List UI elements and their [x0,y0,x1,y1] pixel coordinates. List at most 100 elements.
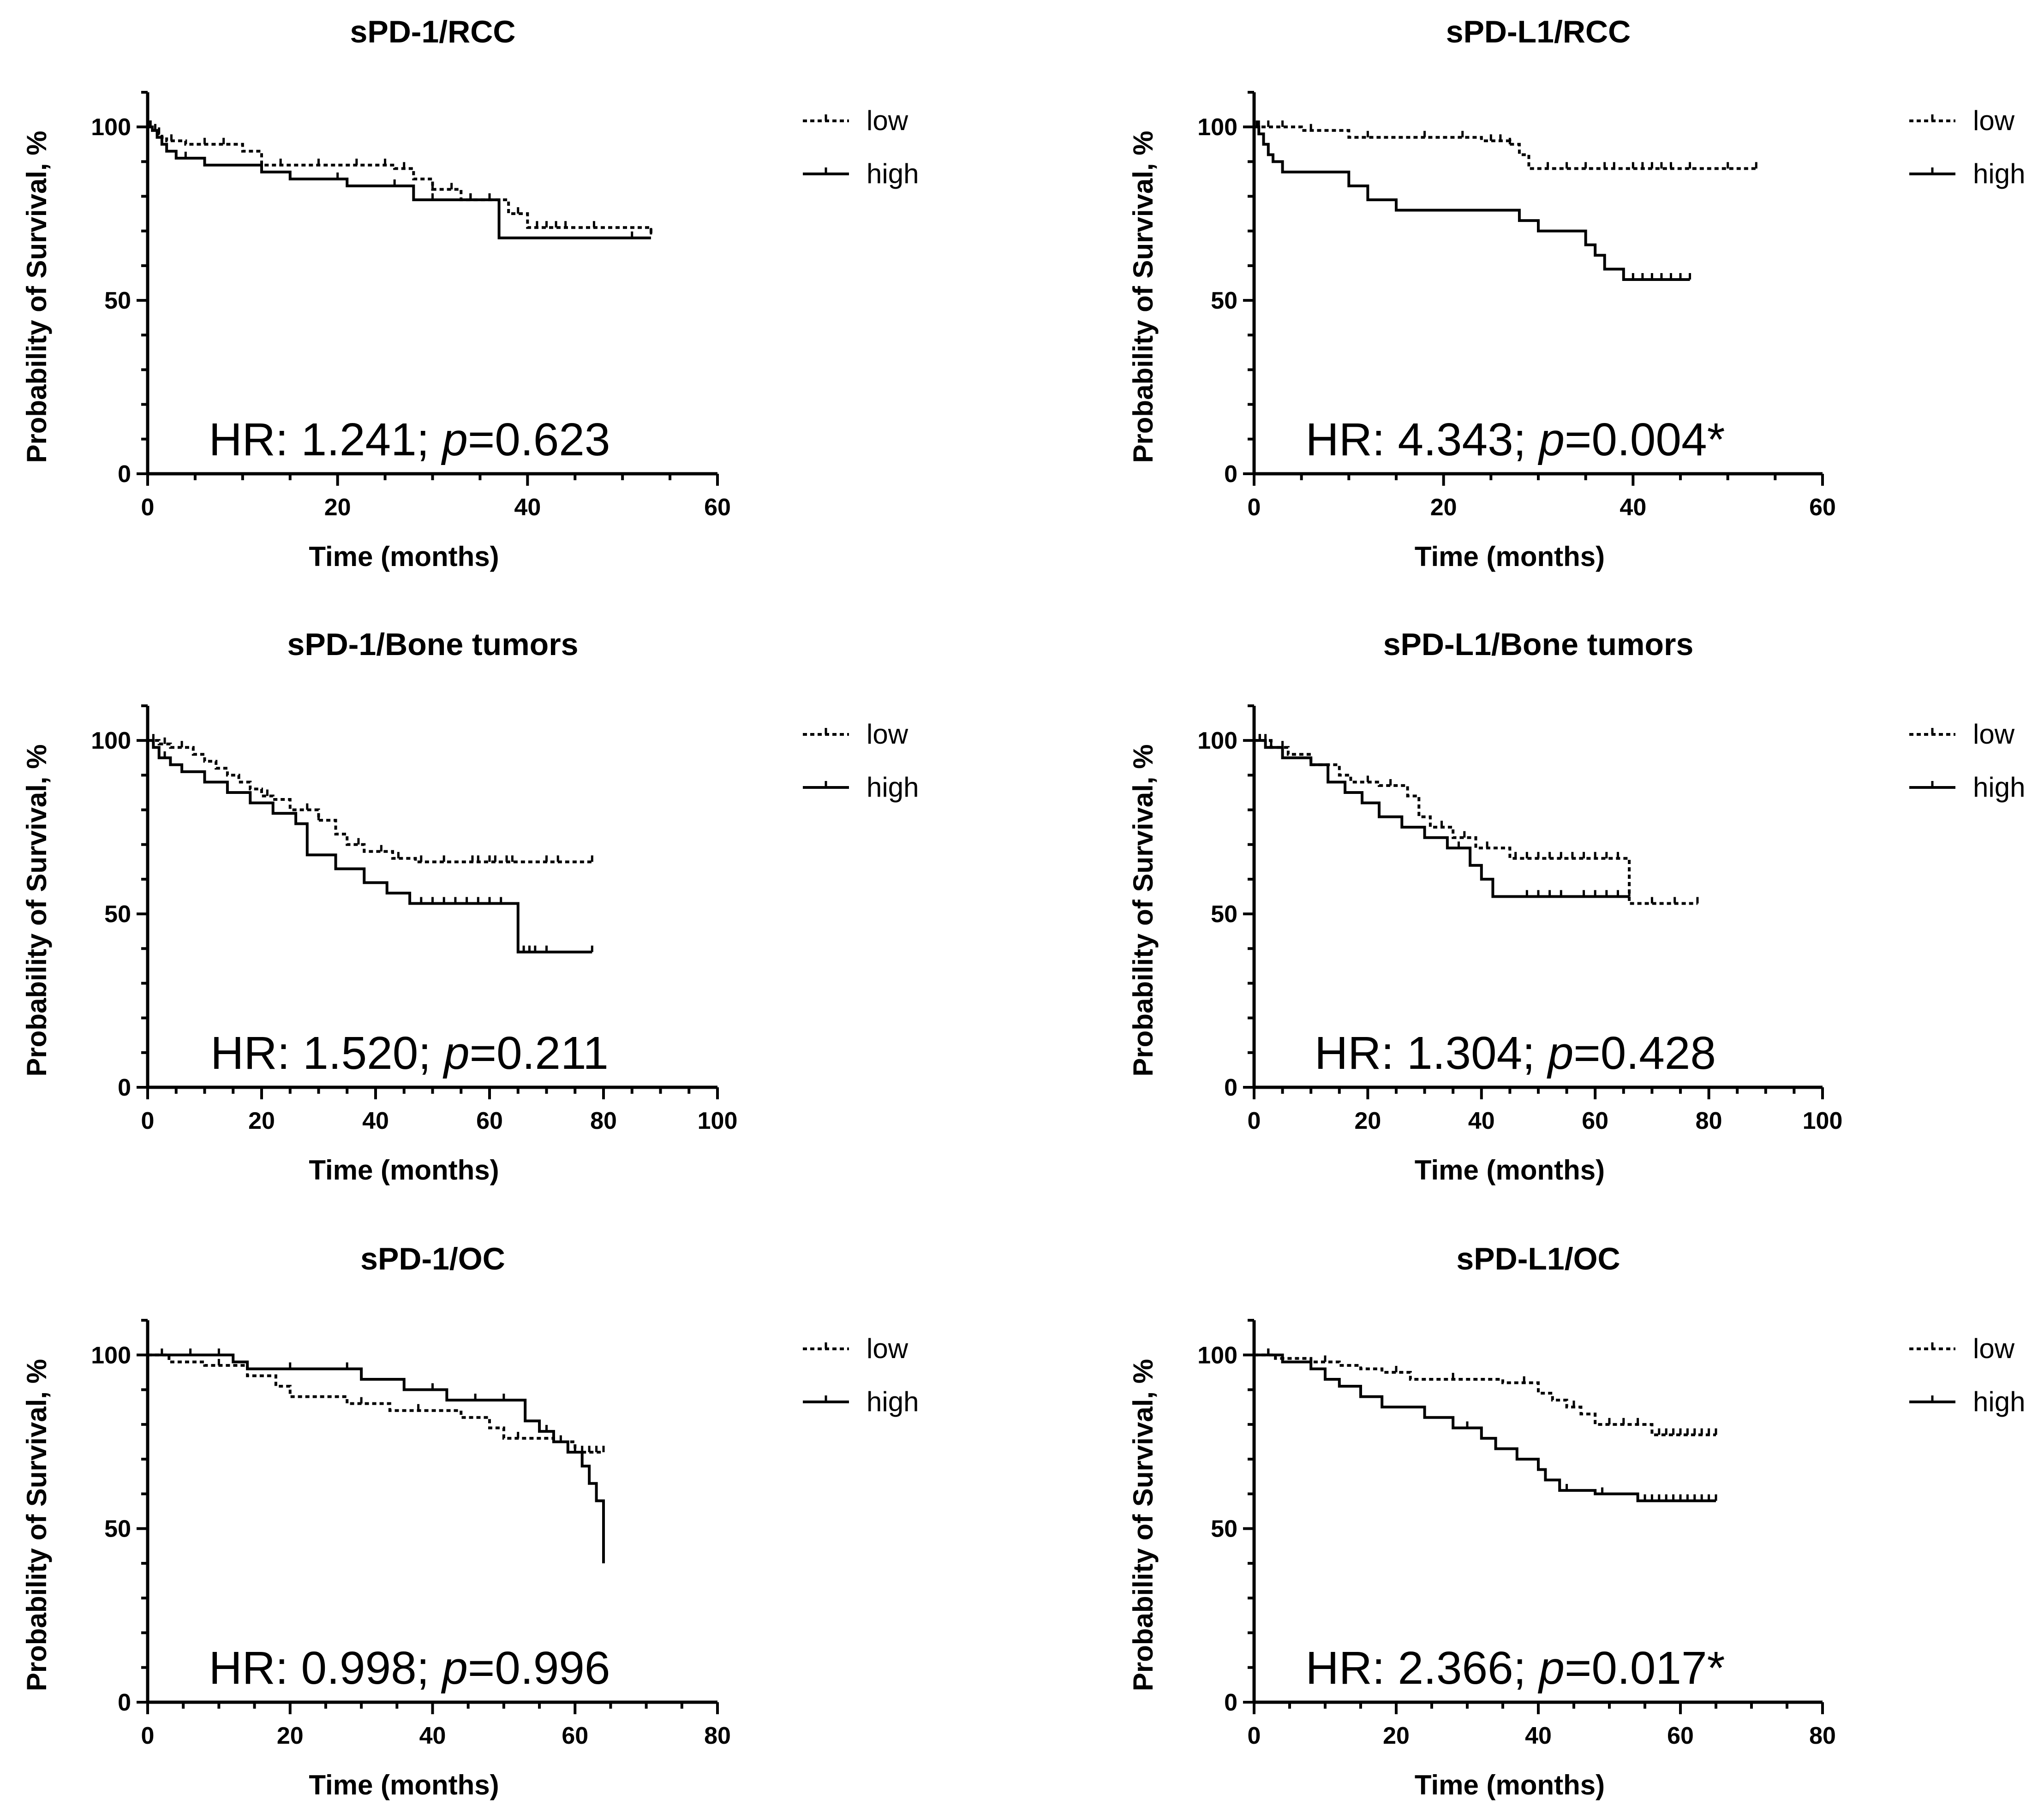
y-tick-label: 100 [91,727,131,754]
y-tick-label: 0 [1224,1689,1237,1716]
legend-label-high: high [1973,772,2025,803]
p-value: =0.211 [470,1027,609,1079]
survival-curve-high [148,739,592,954]
x-tick-label: 20 [1430,494,1457,521]
chart-title: sPD-L1/OC [1456,1241,1620,1276]
hr-value: HR: 4.343; [1306,414,1539,465]
survival-curve-high [148,1353,605,1563]
x-tick-label: 0 [1248,494,1261,521]
chart-title: sPD-1/RCC [350,14,516,49]
km-panel-2: sPD-1/Bone tumors 0 50 100 0 20 40 60 80 100 Time … [21,627,919,1186]
y-tick-label: 50 [104,1516,131,1543]
legend-label-low: low [867,105,908,136]
hazard-ratio-annotation: HR: 0.998; p=0.996 [209,1642,610,1694]
p-value: =0.623 [468,414,610,465]
p-value: =0.428 [1573,1027,1716,1079]
y-axis-label: Probability of Survival, % [21,744,52,1076]
hazard-ratio-annotation: HR: 4.343; p=0.004* [1306,414,1725,465]
y-axis-label: Probability of Survival, % [21,131,52,463]
p-symbol: p [441,414,468,465]
x-tick-label: 60 [1809,494,1836,521]
x-axis-label: Time (months) [1415,1770,1605,1800]
survival-curve-low [148,739,592,864]
y-tick-label: 50 [1211,901,1237,928]
survival-curve-high [1254,739,1630,898]
x-tick-label: 100 [698,1108,738,1134]
y-tick-label: 0 [1224,1074,1237,1101]
x-tick-label: 20 [277,1723,304,1749]
y-tick-label: 100 [91,1342,131,1369]
x-tick-label: 40 [362,1108,389,1134]
hr-value: HR: 1.304; [1315,1027,1548,1079]
y-axis-label: Probability of Survival, % [1128,131,1159,463]
legend-label-low: low [867,719,908,750]
x-tick-label: 60 [704,494,731,521]
x-tick-label: 60 [1667,1723,1694,1749]
x-axis-label: Time (months) [309,1155,499,1186]
x-axis-label: Time (months) [309,541,499,572]
y-tick-label: 100 [1197,727,1237,754]
hr-value: HR: 1.241; [209,414,442,465]
x-tick-label: 80 [704,1723,731,1749]
legend-label-low: low [1973,105,2015,136]
x-tick-label: 60 [1582,1108,1608,1134]
x-tick-label: 60 [562,1723,588,1749]
p-value: =0.017* [1565,1642,1725,1694]
legend-label-low: low [1973,719,2015,750]
legend-label-high: high [867,772,919,803]
x-tick-label: 0 [141,1723,155,1749]
chart-title: sPD-L1/RCC [1446,14,1631,49]
x-tick-label: 40 [1525,1723,1552,1749]
y-tick-label: 50 [104,901,131,928]
hazard-ratio-annotation: HR: 2.366; p=0.017* [1306,1642,1725,1694]
p-symbol: p [1537,1642,1565,1694]
survival-curve-low [1254,1353,1716,1436]
x-axis-label: Time (months) [1415,1155,1605,1186]
p-symbol: p [1537,414,1565,465]
p-symbol: p [1547,1027,1574,1079]
y-tick-label: 100 [1197,114,1237,141]
hr-value: HR: 0.998; [209,1642,442,1694]
km-panel-1: sPD-L1/RCC 0 50 100 0 20 40 60 Time (months) Prob… [1128,14,2025,572]
x-axis-label: Time (months) [1415,541,1605,572]
y-tick-label: 100 [91,114,131,141]
x-tick-label: 80 [1809,1723,1836,1749]
legend-label-low: low [867,1333,908,1364]
survival-curve-low [148,125,652,235]
y-tick-label: 0 [118,1074,131,1101]
x-tick-label: 0 [1248,1723,1261,1749]
x-tick-label: 40 [1620,494,1646,521]
x-tick-label: 40 [1468,1108,1495,1134]
x-tick-label: 0 [1248,1108,1261,1134]
p-value: =0.004* [1565,414,1725,465]
chart-title: sPD-1/Bone tumors [287,627,579,662]
x-tick-label: 20 [1354,1108,1381,1134]
hazard-ratio-annotation: HR: 1.241; p=0.623 [209,414,610,465]
x-tick-label: 80 [1696,1108,1722,1134]
y-tick-label: 0 [1224,461,1237,488]
x-tick-label: 20 [324,494,351,521]
p-value: =0.996 [468,1642,610,1694]
survival-curve-high [1254,1353,1716,1502]
legend-label-low: low [1973,1333,2015,1364]
hazard-ratio-annotation: HR: 1.520; p=0.211 [210,1027,609,1079]
chart-title: sPD-1/OC [360,1241,505,1276]
survival-curve-low [148,1353,604,1454]
x-tick-label: 20 [248,1108,275,1134]
y-tick-label: 0 [118,1689,131,1716]
y-tick-label: 50 [1211,1516,1237,1543]
x-tick-label: 20 [1383,1723,1410,1749]
x-tick-label: 40 [419,1723,446,1749]
x-axis-label: Time (months) [309,1770,499,1800]
legend-label-high: high [1973,1386,2025,1417]
survival-curve-high [1254,125,1690,281]
y-tick-label: 50 [104,287,131,314]
y-tick-label: 100 [1197,1342,1237,1369]
x-tick-label: 0 [141,1108,155,1134]
y-tick-label: 50 [1211,287,1237,314]
legend-label-high: high [867,158,919,189]
hr-value: HR: 1.520; [210,1027,444,1079]
km-panel-0: sPD-1/RCC 0 50 100 0 20 40 60 Time (months) Proba… [21,14,919,572]
legend-label-high: high [1973,158,2025,189]
